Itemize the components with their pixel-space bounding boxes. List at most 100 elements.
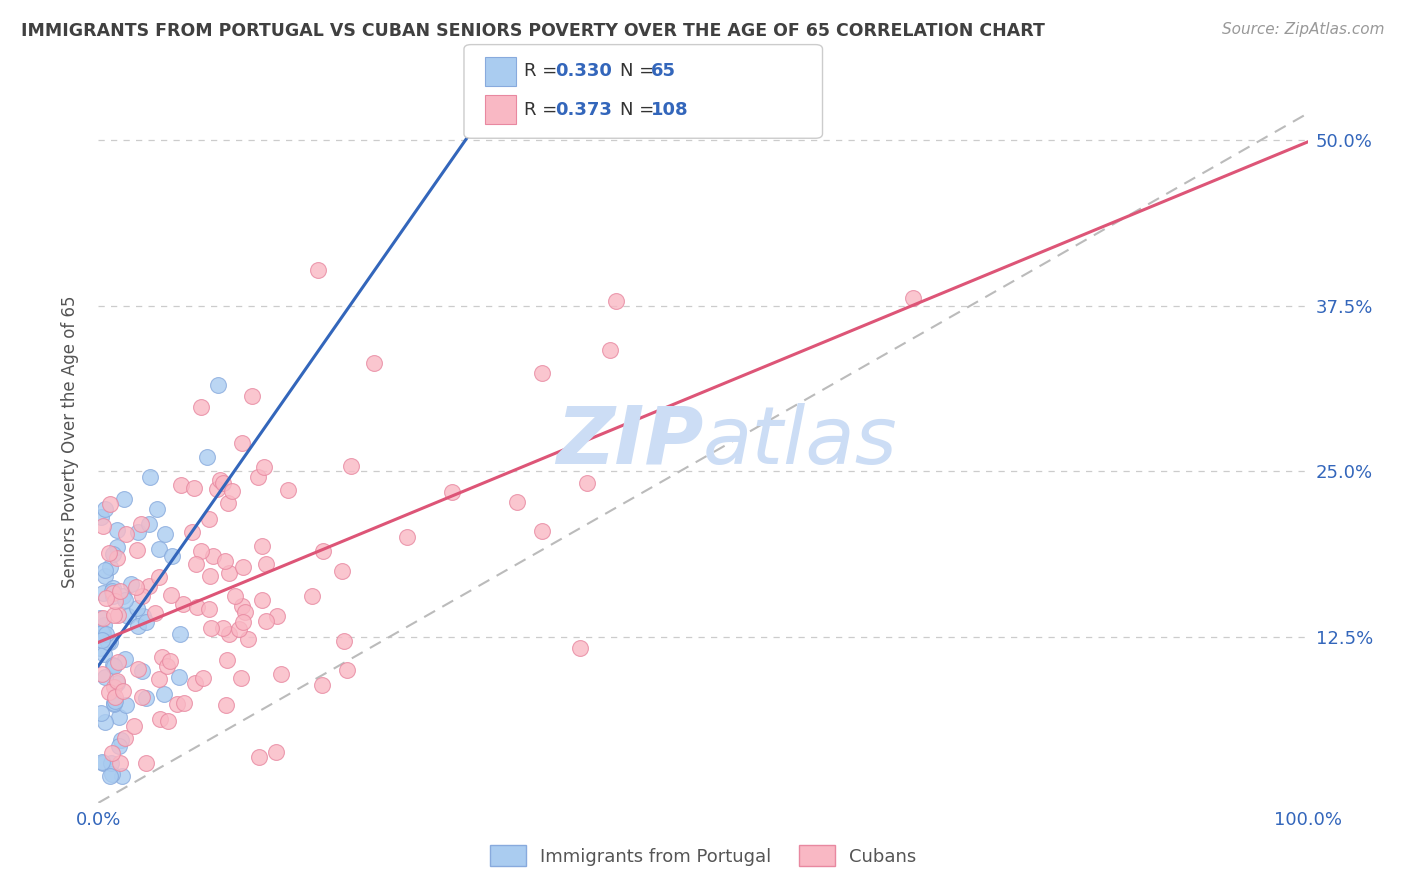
Point [100, 583, 122, 598]
Point [90, 510, 112, 524]
Text: 0.330: 0.330 [555, 62, 612, 80]
Legend: Immigrants from Portugal, Cubans: Immigrants from Portugal, Cubans [482, 838, 924, 873]
Point [252, 593, 274, 607]
Point [108, 583, 131, 598]
Point [105, 540, 128, 554]
Point [205, 482, 228, 496]
Point [569, 641, 592, 656]
Text: Source: ZipAtlas.com: Source: ZipAtlas.com [1222, 22, 1385, 37]
Point [212, 476, 235, 491]
Point [89, 611, 111, 625]
Point [148, 542, 170, 557]
Point [152, 687, 174, 701]
Point [336, 663, 359, 677]
Text: R =: R = [524, 101, 564, 119]
Point [108, 739, 131, 754]
Point [215, 653, 238, 667]
Point [131, 590, 153, 604]
Point [231, 615, 253, 629]
Point [217, 496, 239, 510]
Point [103, 586, 125, 600]
Point [103, 589, 125, 603]
Point [212, 621, 235, 635]
Point [159, 588, 181, 602]
Point [91, 633, 114, 648]
Point [247, 750, 270, 764]
Point [576, 475, 599, 490]
Point [183, 481, 205, 495]
Point [184, 676, 207, 690]
Point [132, 608, 155, 623]
Point [94, 627, 117, 641]
Point [103, 698, 125, 712]
Point [100, 756, 122, 771]
Point [270, 667, 292, 681]
Text: N =: N = [620, 101, 659, 119]
Point [98, 635, 121, 649]
Point [231, 436, 253, 450]
Point [94, 670, 117, 684]
Point [135, 615, 157, 630]
Point [91, 586, 114, 600]
Point [138, 517, 160, 532]
Point [107, 655, 129, 669]
Point [506, 495, 529, 509]
Point [135, 756, 157, 770]
Point [339, 459, 361, 474]
Point [307, 263, 329, 277]
Point [124, 580, 146, 594]
Text: N =: N = [620, 62, 659, 80]
Point [89, 640, 111, 655]
Point [254, 558, 277, 572]
Point [246, 469, 269, 483]
Point [101, 767, 124, 781]
Point [146, 501, 169, 516]
Point [98, 560, 121, 574]
Point [105, 523, 128, 537]
Point [228, 622, 250, 636]
Point [98, 684, 121, 698]
Point [129, 516, 152, 531]
Point [114, 731, 136, 745]
Point [101, 547, 124, 561]
Point [396, 530, 419, 544]
Point [127, 619, 149, 633]
Point [190, 400, 212, 414]
Point [197, 511, 219, 525]
Point [107, 673, 129, 688]
Point [208, 474, 231, 488]
Point [111, 769, 134, 783]
Point [108, 710, 131, 724]
Point [98, 497, 121, 511]
Point [148, 673, 170, 687]
Point [232, 560, 254, 574]
Point [117, 609, 139, 624]
Point [599, 343, 621, 357]
Point [94, 569, 117, 583]
Point [312, 544, 335, 558]
Point [131, 665, 153, 679]
Point [135, 690, 157, 705]
Point [167, 670, 190, 684]
Point [127, 662, 149, 676]
Point [254, 614, 277, 628]
Point [221, 484, 243, 499]
Point [250, 539, 273, 553]
Point [195, 450, 218, 464]
Point [103, 680, 125, 694]
Point [173, 696, 195, 710]
Point [200, 621, 222, 635]
Point [198, 569, 221, 583]
Point [98, 769, 121, 783]
Point [218, 566, 240, 580]
Point [107, 675, 129, 690]
Point [159, 654, 181, 668]
Point [111, 684, 134, 698]
Point [115, 698, 138, 713]
Point [240, 389, 263, 403]
Point [104, 690, 127, 704]
Point [111, 590, 134, 604]
Point [91, 666, 114, 681]
Point [90, 706, 112, 721]
Point [110, 732, 132, 747]
